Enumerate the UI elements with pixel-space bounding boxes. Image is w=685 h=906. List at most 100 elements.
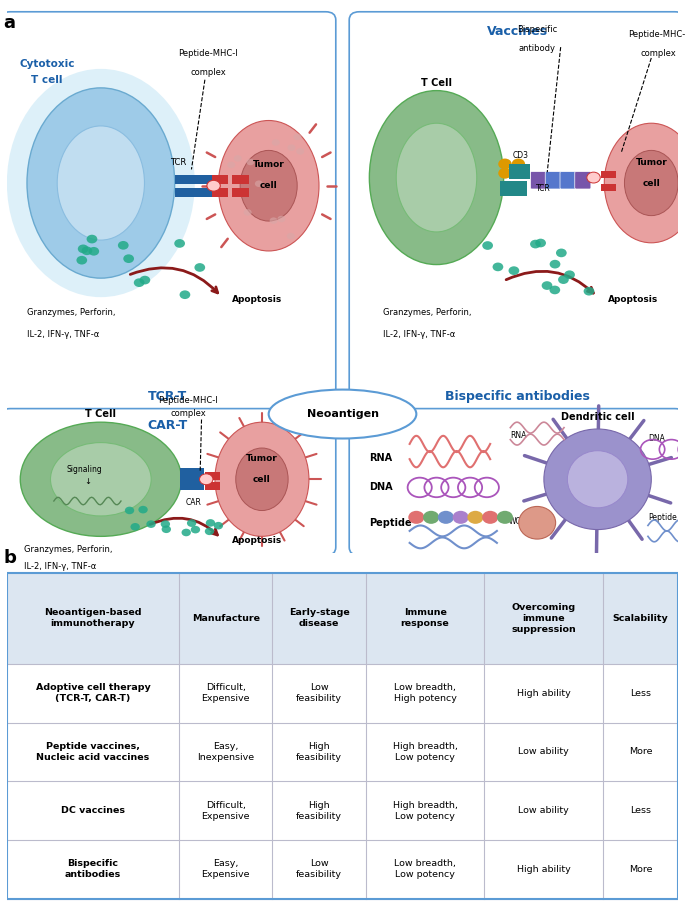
Text: Tumor: Tumor bbox=[246, 454, 278, 463]
Text: High breadth,
Low potency: High breadth, Low potency bbox=[393, 742, 458, 762]
Circle shape bbox=[453, 511, 469, 524]
FancyBboxPatch shape bbox=[530, 171, 547, 189]
Circle shape bbox=[482, 511, 498, 524]
Circle shape bbox=[549, 285, 560, 294]
Text: Signaling: Signaling bbox=[66, 465, 102, 474]
Text: Peptide: Peptide bbox=[648, 513, 677, 522]
Text: Easy,
Inexpensive: Easy, Inexpensive bbox=[197, 742, 254, 762]
Circle shape bbox=[88, 247, 99, 255]
Text: Low breadth,
High potency: Low breadth, High potency bbox=[394, 683, 456, 703]
Circle shape bbox=[497, 511, 513, 524]
Text: Vaccines: Vaccines bbox=[486, 25, 547, 38]
Circle shape bbox=[130, 523, 140, 531]
Text: Peptide-MHC-I: Peptide-MHC-I bbox=[628, 30, 685, 39]
FancyBboxPatch shape bbox=[509, 171, 530, 178]
Circle shape bbox=[272, 140, 279, 146]
Text: Bispecific: Bispecific bbox=[517, 24, 558, 34]
Circle shape bbox=[535, 238, 546, 247]
Circle shape bbox=[214, 522, 223, 529]
Text: cell: cell bbox=[253, 475, 271, 484]
FancyBboxPatch shape bbox=[205, 472, 220, 480]
FancyBboxPatch shape bbox=[212, 175, 228, 184]
Text: Difficult,
Expensive: Difficult, Expensive bbox=[201, 683, 250, 703]
FancyBboxPatch shape bbox=[180, 476, 203, 483]
Circle shape bbox=[512, 159, 525, 169]
Circle shape bbox=[587, 172, 600, 183]
Circle shape bbox=[78, 245, 88, 253]
Circle shape bbox=[270, 217, 277, 224]
Circle shape bbox=[190, 525, 200, 534]
Text: Peptide-MHC-I: Peptide-MHC-I bbox=[178, 49, 238, 58]
Circle shape bbox=[408, 511, 425, 524]
Ellipse shape bbox=[544, 429, 651, 529]
Circle shape bbox=[86, 235, 97, 244]
Circle shape bbox=[255, 180, 263, 187]
Text: IL-2, IFN-γ, TNF-α: IL-2, IFN-γ, TNF-α bbox=[23, 563, 96, 572]
FancyBboxPatch shape bbox=[205, 482, 220, 489]
Text: CD3: CD3 bbox=[512, 151, 528, 160]
Text: IL-2, IFN-γ, TNF-α: IL-2, IFN-γ, TNF-α bbox=[383, 330, 455, 339]
Circle shape bbox=[498, 168, 512, 178]
Text: Dendritic cell: Dendritic cell bbox=[561, 412, 634, 422]
Text: complex: complex bbox=[640, 49, 676, 58]
Text: RNA: RNA bbox=[510, 431, 527, 440]
FancyBboxPatch shape bbox=[7, 573, 678, 664]
Text: Peptide-MHC-I: Peptide-MHC-I bbox=[158, 396, 218, 405]
Text: Apoptosis: Apoptosis bbox=[232, 295, 282, 304]
Text: More: More bbox=[629, 747, 652, 757]
Ellipse shape bbox=[369, 91, 503, 265]
Circle shape bbox=[287, 233, 295, 239]
FancyBboxPatch shape bbox=[0, 409, 336, 555]
Text: Neoantigen: Neoantigen bbox=[306, 409, 379, 419]
Text: Early-stage
disease: Early-stage disease bbox=[289, 608, 349, 628]
Circle shape bbox=[512, 168, 525, 178]
Text: High ability: High ability bbox=[516, 689, 571, 698]
Circle shape bbox=[530, 240, 541, 248]
FancyBboxPatch shape bbox=[545, 171, 561, 189]
Text: Low ability: Low ability bbox=[518, 806, 569, 815]
FancyBboxPatch shape bbox=[212, 188, 228, 197]
Ellipse shape bbox=[57, 126, 145, 240]
Circle shape bbox=[293, 133, 301, 140]
Text: antibody: antibody bbox=[519, 43, 556, 53]
Ellipse shape bbox=[240, 150, 297, 221]
Text: ↓: ↓ bbox=[84, 477, 91, 487]
Text: RNA: RNA bbox=[369, 452, 393, 463]
Circle shape bbox=[174, 239, 185, 247]
Text: Adoptive cell therapy
(TCR-T, CAR-T): Adoptive cell therapy (TCR-T, CAR-T) bbox=[36, 683, 151, 703]
FancyBboxPatch shape bbox=[500, 181, 527, 188]
FancyBboxPatch shape bbox=[180, 483, 203, 490]
Text: CAR-T: CAR-T bbox=[148, 419, 188, 432]
Ellipse shape bbox=[567, 451, 627, 507]
Ellipse shape bbox=[625, 150, 678, 216]
Circle shape bbox=[205, 527, 214, 535]
Ellipse shape bbox=[27, 88, 175, 278]
Text: TCR: TCR bbox=[536, 184, 551, 193]
Text: Overcoming
immune
suppression: Overcoming immune suppression bbox=[511, 602, 576, 634]
Circle shape bbox=[549, 260, 560, 268]
Ellipse shape bbox=[215, 422, 309, 536]
Circle shape bbox=[542, 281, 552, 290]
FancyBboxPatch shape bbox=[601, 170, 616, 178]
Text: Less: Less bbox=[630, 806, 651, 815]
Ellipse shape bbox=[269, 390, 416, 439]
FancyBboxPatch shape bbox=[180, 468, 203, 476]
FancyBboxPatch shape bbox=[349, 409, 685, 555]
Circle shape bbox=[179, 290, 190, 299]
FancyBboxPatch shape bbox=[349, 12, 685, 419]
Text: High breadth,
Low potency: High breadth, Low potency bbox=[393, 801, 458, 821]
Circle shape bbox=[288, 144, 295, 151]
Circle shape bbox=[123, 255, 134, 263]
Circle shape bbox=[207, 180, 221, 191]
Text: Low
feasibility: Low feasibility bbox=[296, 683, 342, 703]
FancyBboxPatch shape bbox=[560, 171, 576, 189]
Circle shape bbox=[296, 148, 304, 155]
Text: Cytotoxic: Cytotoxic bbox=[19, 59, 75, 69]
Text: Granzymes, Perforin,: Granzymes, Perforin, bbox=[23, 545, 112, 554]
Text: CAR: CAR bbox=[186, 498, 201, 507]
Text: Granzymes, Perforin,: Granzymes, Perforin, bbox=[27, 308, 116, 317]
FancyBboxPatch shape bbox=[232, 188, 249, 197]
Circle shape bbox=[118, 241, 129, 250]
Circle shape bbox=[244, 209, 251, 216]
Text: Low ability: Low ability bbox=[518, 747, 569, 757]
